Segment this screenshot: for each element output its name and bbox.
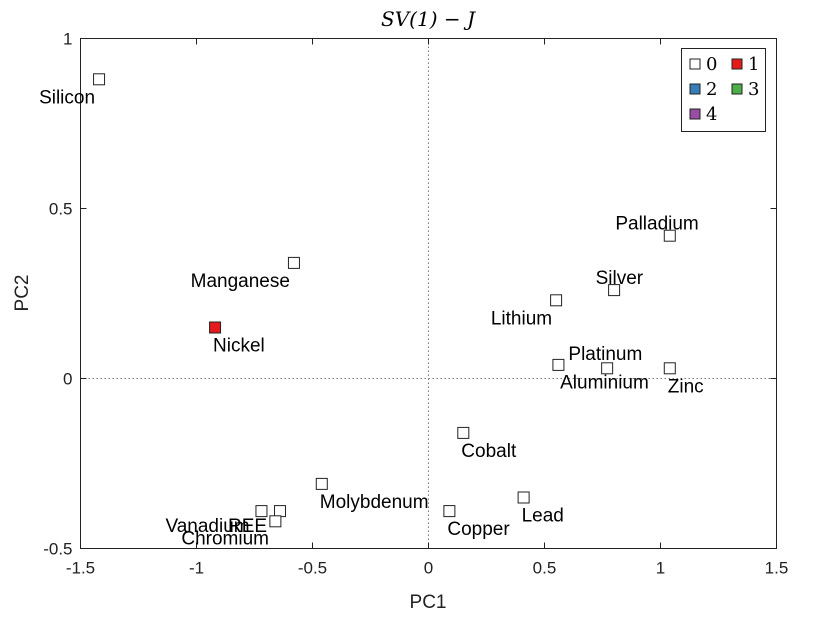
chart-title: SV(1) − J (381, 7, 476, 31)
point-vanadium (255, 505, 268, 518)
zero-reference-lines (80, 38, 777, 549)
legend-swatch-2 (689, 83, 701, 95)
point-nickel (209, 321, 222, 334)
label-cobalt: Cobalt (461, 441, 517, 462)
legend-swatch-4 (689, 108, 701, 120)
label-vanadium: Vanadium (165, 516, 249, 537)
data-points (93, 73, 676, 528)
point-lead (517, 491, 530, 504)
legend-swatch-3 (731, 83, 743, 95)
label-platinum: Platinum (568, 344, 642, 365)
label-silver: Silver (596, 268, 644, 289)
x-axis: -1.5 -1 -0.5 0 0.5 1 1.5 (66, 38, 789, 578)
point-silver (608, 284, 621, 297)
point-copper (443, 505, 456, 518)
point-chromium (269, 515, 282, 528)
y-axis: -0.5 0 0.5 1 (43, 30, 777, 559)
point-platinum (552, 358, 565, 371)
legend-label-0: 0 (706, 54, 717, 75)
label-zinc: Zinc (668, 376, 704, 397)
x-tick-label: 1 (656, 559, 665, 578)
label-ree: REE (228, 516, 267, 537)
legend-label-2: 2 (706, 79, 717, 100)
legend-label-3: 3 (748, 79, 759, 100)
label-aluminium: Aluminium (560, 372, 649, 393)
y-tick-label: -0.5 (43, 540, 72, 559)
label-copper: Copper (447, 519, 510, 540)
label-palladium: Palladium (615, 214, 698, 235)
label-molybdenum: Molybdenum (320, 492, 429, 513)
x-tick-label: 0 (424, 559, 433, 578)
x-tick-label: -1.5 (66, 559, 95, 578)
legend-swatch-0 (689, 58, 701, 70)
y-axis-label: PC2 (12, 275, 33, 312)
point-ree (274, 505, 287, 518)
point-labels: Silicon Manganese Nickel Palladium Silver Lit… (39, 87, 704, 549)
x-tick-label: 0.5 (533, 559, 557, 578)
point-lithium (550, 294, 563, 307)
y-tick-label: 1 (63, 30, 72, 49)
x-tick-label: -0.5 (298, 559, 327, 578)
point-palladium (663, 229, 676, 242)
point-aluminium (601, 362, 614, 375)
point-manganese (287, 256, 300, 269)
y-tick-label: 0.5 (49, 200, 73, 219)
legend: 0 1 2 3 4 (681, 48, 766, 132)
legend-swatch-1 (731, 58, 743, 70)
label-lead: Lead (522, 506, 564, 527)
point-silicon (93, 73, 106, 86)
point-molybdenum (315, 477, 328, 490)
legend-label-4: 4 (706, 104, 717, 125)
x-tick-label: -1 (189, 559, 204, 578)
y-tick-label: 0 (63, 370, 72, 389)
x-axis-label: PC1 (410, 592, 447, 613)
point-zinc (663, 362, 676, 375)
label-lithium: Lithium (491, 308, 552, 329)
label-manganese: Manganese (191, 271, 290, 292)
x-tick-label: 1.5 (765, 559, 789, 578)
legend-label-1: 1 (748, 54, 759, 75)
label-silicon: Silicon (39, 87, 95, 108)
label-nickel: Nickel (213, 336, 265, 357)
point-cobalt (457, 426, 470, 439)
label-chromium: Chromium (181, 528, 269, 549)
